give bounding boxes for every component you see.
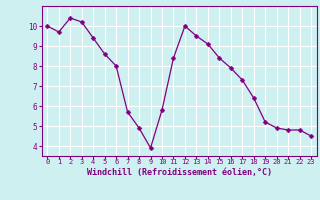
X-axis label: Windchill (Refroidissement éolien,°C): Windchill (Refroidissement éolien,°C) xyxy=(87,168,272,177)
